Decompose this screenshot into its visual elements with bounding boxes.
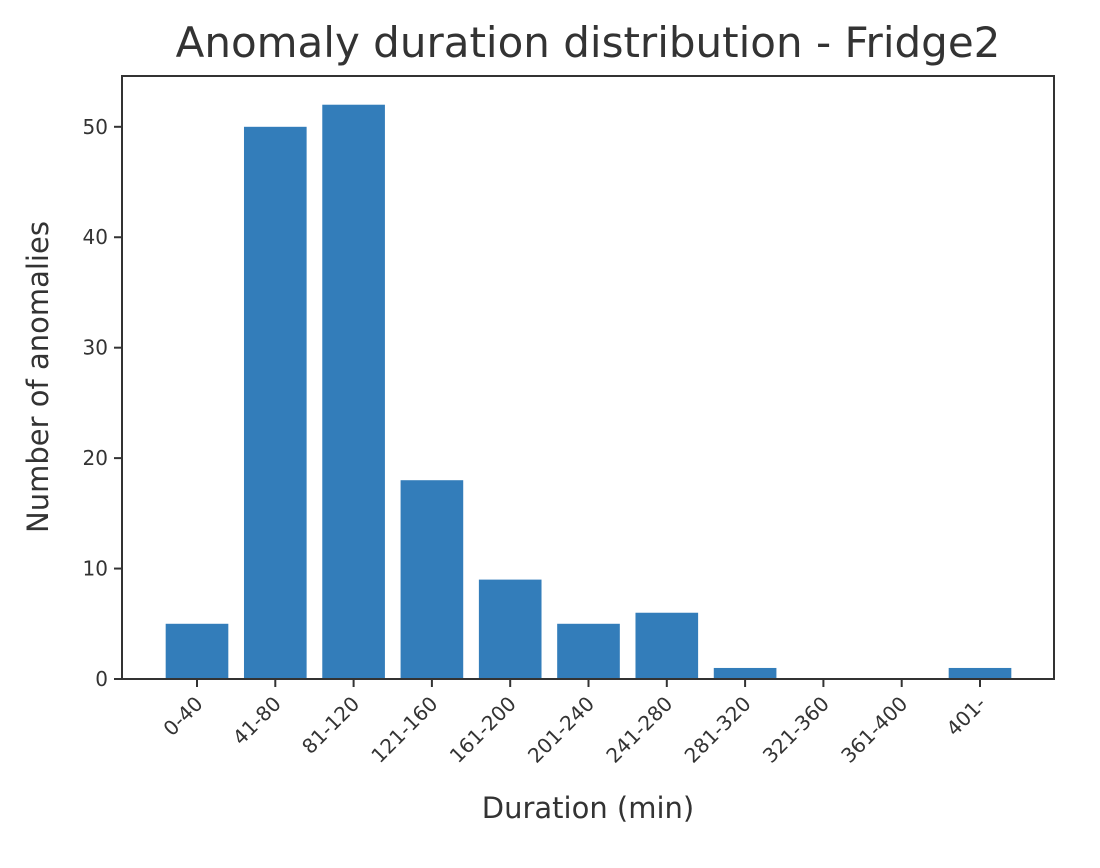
bar-0-40 xyxy=(165,623,229,679)
bar-401- xyxy=(948,667,1012,679)
bar-121-160 xyxy=(400,480,464,679)
bar-201-240 xyxy=(557,623,620,679)
bar-161-200 xyxy=(478,579,542,679)
y-tick-label: 30 xyxy=(83,336,108,360)
y-tick-label: 50 xyxy=(83,115,108,139)
y-axis-ticks: 0 10 20 30 40 50 xyxy=(83,115,122,691)
chart-title: Anomaly duration distribution - Fridge2 xyxy=(176,18,1001,67)
bar-41-80 xyxy=(243,126,307,680)
bar-281-320 xyxy=(713,667,777,679)
y-axis-label: Number of anomalies xyxy=(21,221,55,533)
y-tick-label: 0 xyxy=(95,667,108,691)
bar-241-280 xyxy=(635,612,699,679)
bars-group xyxy=(165,104,1012,680)
bar-81-120 xyxy=(322,104,385,679)
x-axis-label: Duration (min) xyxy=(482,791,695,825)
y-tick-label: 40 xyxy=(83,225,108,249)
y-tick-label: 20 xyxy=(83,446,108,470)
plot-frame xyxy=(121,75,1055,680)
y-tick-label: 10 xyxy=(83,557,108,581)
